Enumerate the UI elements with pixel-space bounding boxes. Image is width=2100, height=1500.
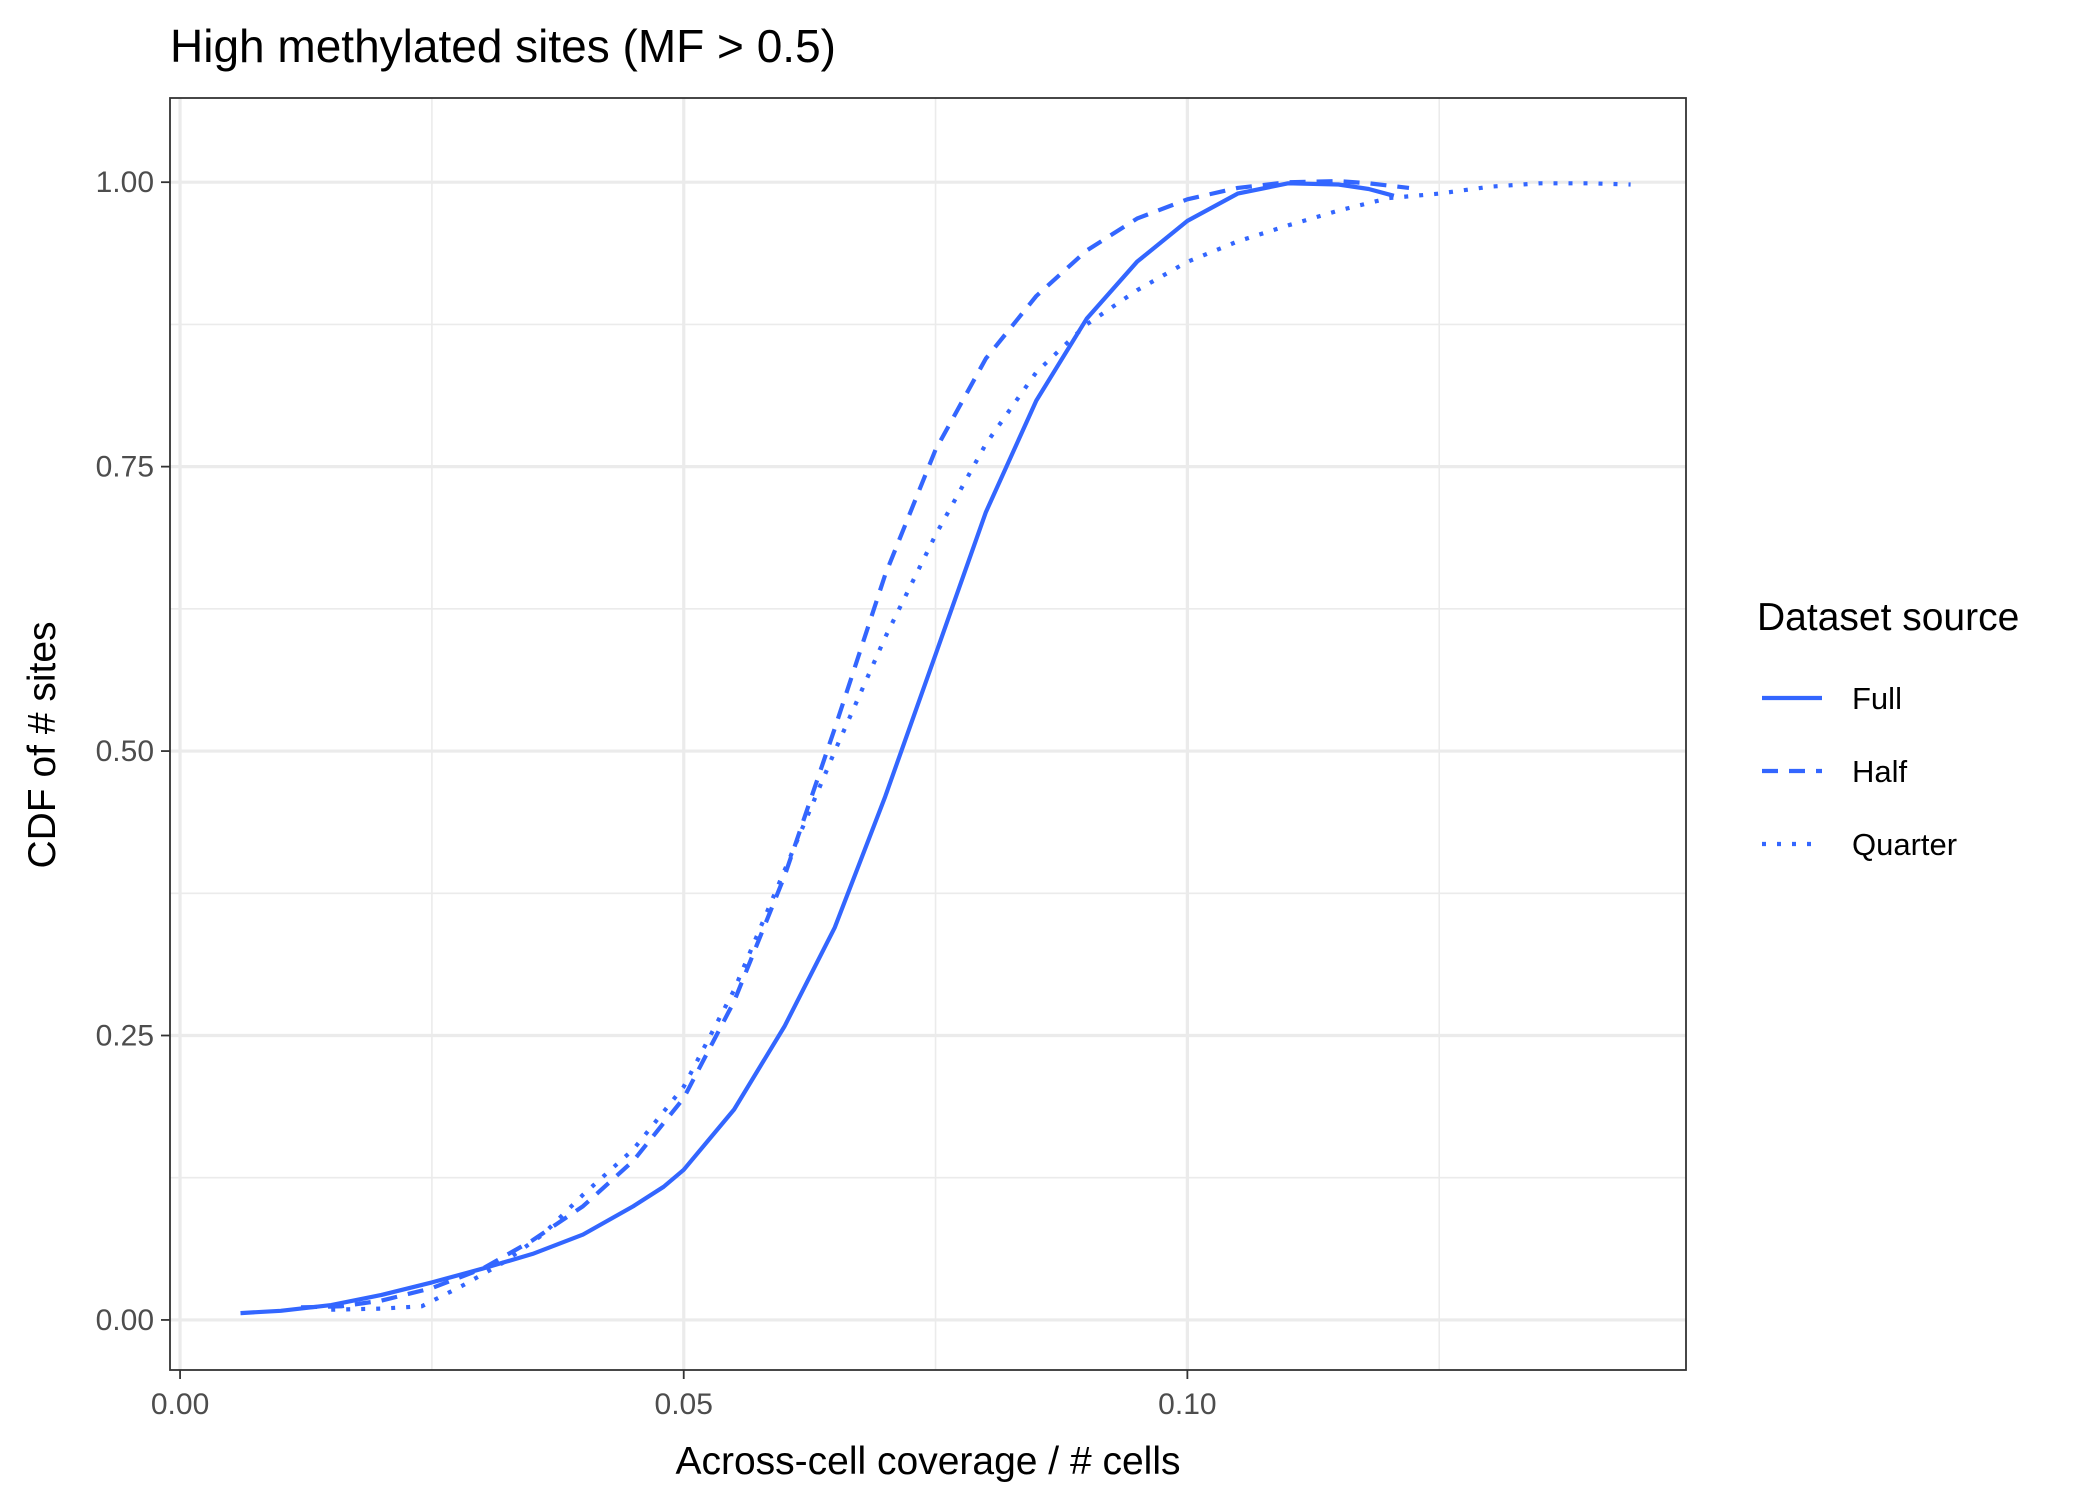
x-tick-label: 0.05 <box>655 1388 713 1421</box>
legend-items: Full Half Quarter <box>1762 681 1957 862</box>
legend-title: Dataset source <box>1757 596 2019 639</box>
y-tick-label: 0.25 <box>96 1020 154 1053</box>
series-line-quarter <box>331 181 1631 1312</box>
y-tick-label: 0.50 <box>96 735 154 768</box>
x-axis-title: Across-cell coverage / # cells <box>675 1440 1180 1483</box>
chart-title: High methylated sites (MF > 0.5) <box>170 20 836 72</box>
legend-label-quarter: Quarter <box>1852 827 1957 862</box>
y-tick-label: 0.75 <box>96 451 154 484</box>
legend-label-half: Half <box>1852 754 1908 789</box>
y-axis-title: CDF of # sites <box>21 621 64 868</box>
series-layer <box>240 179 1631 1316</box>
y-tick-label: 1.00 <box>96 166 154 199</box>
axes-layer: 0.00 0.05 0.10 0.00 0.25 0.50 0.75 1.00 <box>96 166 1217 1421</box>
panel-border <box>169 97 1687 1371</box>
x-tick-label: 0.10 <box>1158 1388 1216 1421</box>
series-line-full <box>240 181 1395 1316</box>
x-tick-label: 0.00 <box>151 1388 209 1421</box>
y-tick-label: 0.00 <box>96 1304 154 1337</box>
legend: Dataset source Full Half Quarter <box>1757 596 2019 862</box>
legend-label-full: Full <box>1852 681 1902 716</box>
grid-layer <box>170 98 1686 1370</box>
series-line-half <box>300 179 1410 1310</box>
